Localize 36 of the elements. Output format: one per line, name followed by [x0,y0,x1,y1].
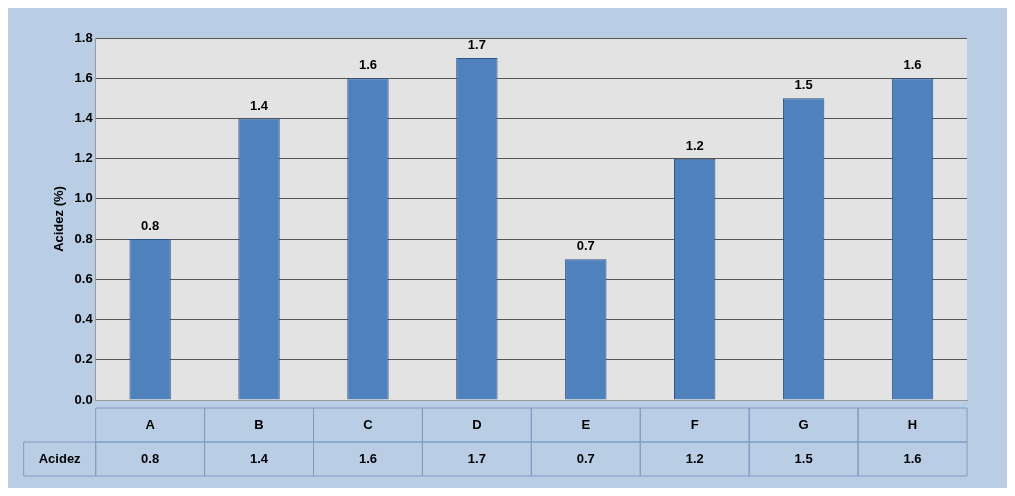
data-label: 1.5 [794,450,813,466]
y-tick-label: 1.0 [74,190,93,206]
x-tick-label: H [907,416,918,432]
annotation: 1.2 [685,137,704,153]
data-label: 0.7 [576,450,595,466]
data-label: 1.6 [903,450,922,466]
x-tick-label: G [798,416,809,432]
y-axis-title: Acidez (%) [51,186,67,252]
y-tick-label: 1.6 [74,69,93,85]
data-label: 1.7 [467,450,486,466]
y-tick-label: 0.6 [74,270,93,286]
y-tick-label: 0.2 [74,351,93,367]
data-label: 1.6 [358,450,377,466]
annotation: 1.7 [467,37,486,53]
data-label: 1.2 [685,450,704,466]
annotation: 1.6 [903,57,922,73]
data-label: 0.8 [141,450,160,466]
x-tick-label: A [145,416,156,432]
data-label: 1.4 [250,450,269,466]
y-tick-label: 1.4 [74,110,94,126]
annotation: 1.4 [250,97,269,113]
y-tick-label: 0.0 [74,391,93,407]
y-tick-label: 0.8 [74,230,93,246]
x-tick-label: F [690,416,699,432]
text: Acidez [38,450,82,466]
x-tick-label: D [472,416,482,432]
x-tick-label: B [254,416,264,432]
x-tick-label: E [581,416,591,432]
annotation: 0.8 [141,218,160,234]
y-tick-label: 1.2 [74,150,93,166]
y-tick-label: 1.8 [74,29,93,45]
x-tick-label: C [363,416,374,432]
annotation: 1.5 [794,77,813,93]
annotation: 0.7 [576,238,595,254]
y-tick-label: 0.4 [74,311,94,327]
annotation: 1.6 [358,57,377,73]
